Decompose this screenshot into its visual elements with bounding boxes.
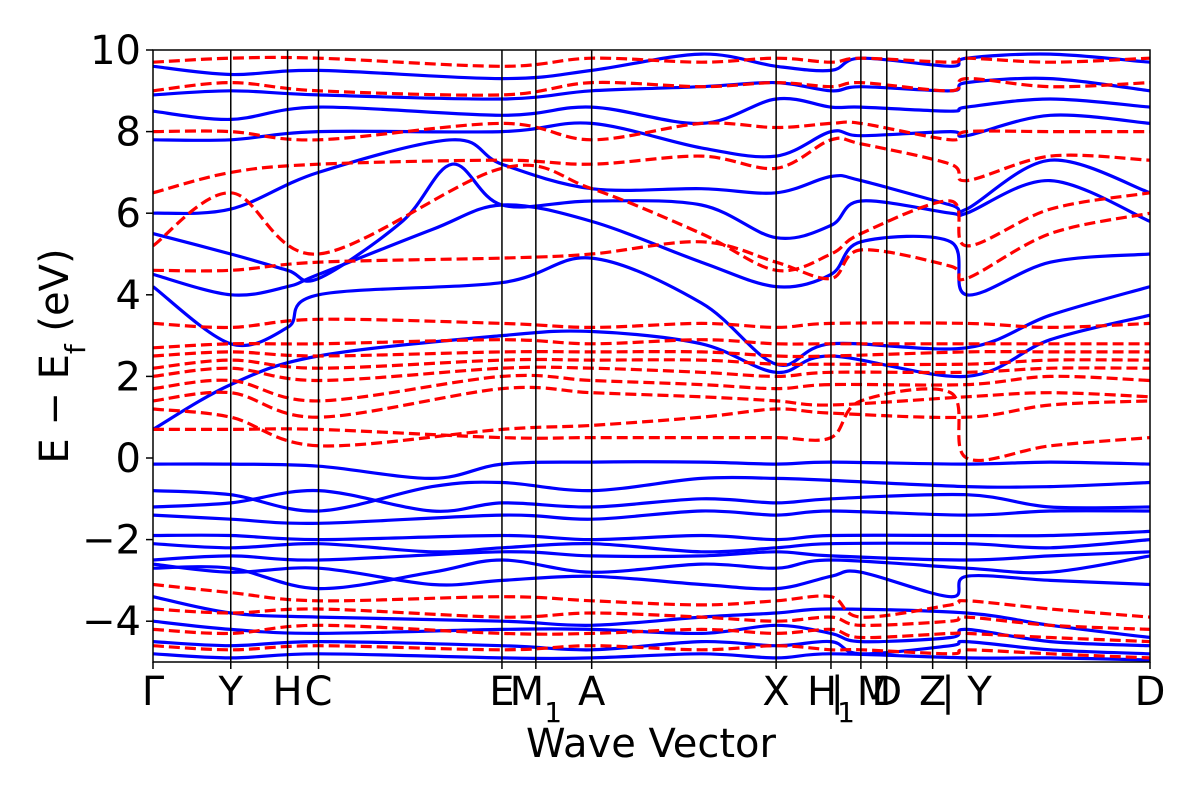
- y-tick-label: 6: [116, 191, 141, 237]
- x-tick-label-main: Y: [218, 669, 244, 715]
- x-tick-label: Y: [218, 669, 244, 715]
- x-tick-label: H1: [807, 669, 855, 729]
- y-tick-label: 4: [116, 273, 141, 319]
- solid-band-18: [153, 595, 1150, 640]
- y-axis-label-main: E − E: [32, 354, 78, 464]
- x-tick-label-sub: 1: [837, 696, 855, 729]
- dashed-band-8: [153, 317, 1150, 330]
- x-tick-label-main: E: [489, 669, 514, 715]
- x-tick-label-main: H: [273, 669, 303, 715]
- x-tick-label: E: [489, 669, 514, 715]
- y-tick-label: 8: [116, 110, 141, 156]
- x-tick-label-main: D: [871, 669, 902, 715]
- x-tick-label: A: [578, 669, 606, 715]
- x-tick-label-main: Γ: [142, 669, 165, 715]
- dashed-band-4: [153, 365, 1150, 383]
- y-axis-ticks: −4 −2 0 2 4 6 8 10: [82, 28, 153, 645]
- x-tick-label-main: H: [807, 669, 837, 715]
- x-tick-label: D: [1135, 669, 1166, 715]
- x-tick-label-main: M: [510, 669, 545, 715]
- dashed-band-3: [153, 373, 1150, 403]
- y-axis-label: E − Ef (eV): [32, 248, 92, 463]
- dashed-band-6: [153, 349, 1150, 359]
- y-tick-label: −2: [82, 518, 141, 564]
- x-tick-label-sub: 1: [544, 696, 562, 729]
- x-tick-label: D: [871, 669, 902, 715]
- x-tick-label-main: A: [578, 669, 606, 715]
- x-tick-label-main: D: [1135, 669, 1166, 715]
- x-tick-label: Z: [919, 669, 946, 715]
- high-symmetry-lines: [230, 50, 968, 662]
- solid-band-2: [153, 203, 1150, 297]
- x-tick-label: X: [762, 669, 789, 715]
- solid-band-13: [153, 529, 1150, 542]
- dashed-band-7: [153, 338, 1150, 350]
- solid-band-21: [153, 652, 1150, 662]
- solid-band-12: [153, 509, 1150, 525]
- x-tick-label-main: Z: [919, 669, 946, 715]
- solid-band-11: [153, 488, 1150, 513]
- x-tick-label: | Y: [941, 669, 992, 715]
- solid-band-15: [153, 550, 1150, 562]
- x-tick-label-main: X: [762, 669, 789, 715]
- x-tick-label: H: [273, 669, 303, 715]
- x-tick-label: C: [305, 669, 333, 715]
- solid-band-10: [153, 475, 1150, 513]
- y-axis-label-sub: f: [59, 343, 92, 354]
- dashed-band-1: [153, 399, 1150, 448]
- x-tick-label: | M: [831, 669, 892, 715]
- plot-frame: [152, 49, 1151, 663]
- x-tick-label: Γ: [142, 669, 165, 715]
- solid-band-0: [153, 313, 1150, 431]
- solid-band-9: [153, 460, 1150, 481]
- x-tick-label-main: | Y: [941, 669, 992, 715]
- dashed-band-5: [153, 357, 1150, 370]
- x-tick-label-main: | M: [831, 669, 892, 715]
- x-tick-label-main: C: [305, 669, 333, 715]
- y-axis-label-unit: (eV): [32, 248, 78, 344]
- x-axis-label: Wave Vector: [526, 721, 777, 767]
- x-tick-label: M1: [510, 669, 562, 729]
- y-tick-label: 2: [116, 354, 141, 400]
- dashed-band-2: [153, 385, 1150, 419]
- y-tick-label: 10: [90, 28, 141, 74]
- y-tick-label: −4: [82, 599, 141, 645]
- y-tick-label: 0: [116, 436, 141, 482]
